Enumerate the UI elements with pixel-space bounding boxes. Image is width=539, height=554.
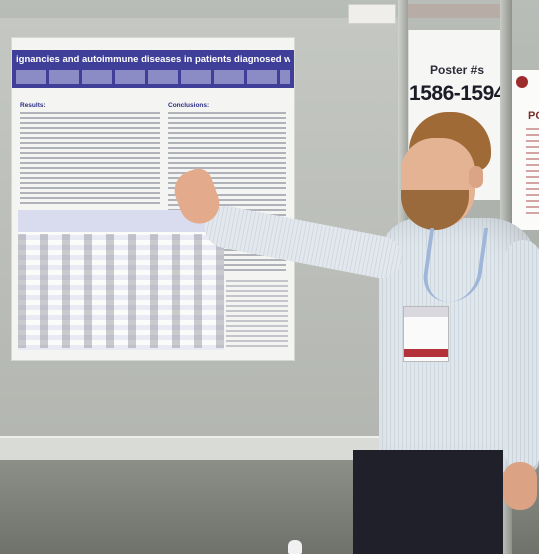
right-hand <box>503 462 537 510</box>
sign-top-strip <box>408 4 504 18</box>
adjacent-poster-heading: POS <box>528 110 539 122</box>
right-arm <box>505 240 539 470</box>
pointing-arm <box>200 202 406 282</box>
badge-red-stripe <box>404 349 448 357</box>
adjacent-poster: POS <box>512 70 539 230</box>
name-badge <box>403 306 449 362</box>
poster-title: ignancies and autoimmune diseases in pat… <box>16 54 290 65</box>
poster-authors <box>16 70 290 84</box>
results-table <box>18 210 224 350</box>
sign-label: Poster #s <box>429 63 485 77</box>
badge-strip <box>404 307 448 317</box>
trousers <box>353 450 503 554</box>
poster-header: ignancies and autoimmune diseases in pat… <box>12 50 294 88</box>
results-text <box>20 112 160 204</box>
sign-range: 1586-1594 <box>409 82 505 105</box>
table-cells <box>18 234 224 348</box>
ear <box>469 166 483 188</box>
cup <box>288 540 302 554</box>
table-header <box>18 210 224 232</box>
logo-icon <box>516 76 528 88</box>
conclusions-heading: Conclusions: <box>168 102 210 109</box>
results-heading: Results: <box>20 102 46 109</box>
top-card <box>348 4 396 24</box>
side-table <box>226 280 288 350</box>
scientific-poster: ignancies and autoimmune diseases in pat… <box>12 38 294 360</box>
adjacent-poster-text <box>526 128 539 218</box>
presenter <box>165 110 539 554</box>
